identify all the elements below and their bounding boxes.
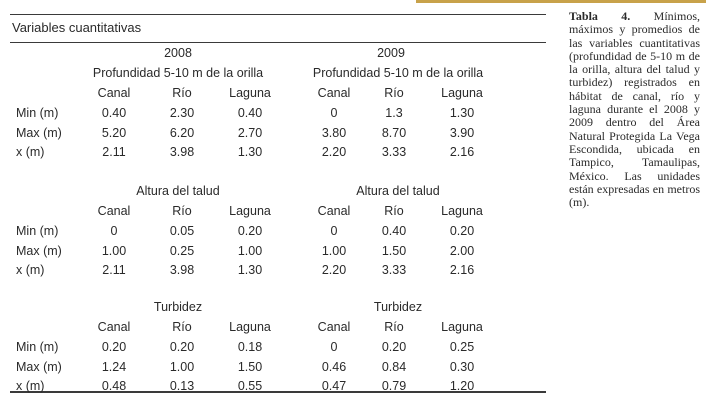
- table-cell: 2.00: [449, 243, 475, 258]
- table-cell: 1.30: [449, 106, 475, 120]
- table-cell: 0.25: [169, 243, 195, 258]
- table-cell: 6.20: [169, 125, 195, 140]
- table-cell: 0.84: [381, 359, 407, 374]
- table-cell: 0.20: [101, 340, 127, 354]
- table-cell: 1.50: [237, 359, 263, 374]
- table-cell: 0.40: [381, 224, 407, 238]
- table-cell: 8.70: [381, 125, 407, 140]
- column-header: Laguna: [229, 86, 271, 100]
- table-cell: 1.30: [237, 145, 263, 159]
- column-header: Canal: [317, 86, 351, 100]
- table-cell: 1.00: [101, 243, 127, 258]
- column-header: Canal: [97, 86, 131, 100]
- section-title: Profundidad 5-10 m de la orilla: [92, 66, 264, 80]
- table-cell: 0.40: [237, 106, 263, 120]
- table-top-rule: [10, 14, 546, 15]
- table-cell: 3.98: [169, 145, 195, 159]
- table-label: Tabla 4.: [569, 9, 631, 23]
- table-cell: 2.11: [102, 145, 126, 159]
- row-label: x (m): [16, 145, 45, 159]
- table-cell: 0.18: [237, 340, 263, 354]
- row-label: Max (m): [16, 359, 62, 374]
- table-cell: 0.79: [381, 379, 407, 393]
- section-title: Altura del talud: [356, 184, 440, 198]
- column-header: Río: [384, 320, 404, 334]
- table-cell: 2.11: [102, 263, 126, 277]
- table-description: Tabla 4. Mínimos, máximos y promedios de…: [569, 9, 700, 210]
- table-cell: 3.33: [381, 263, 407, 277]
- table-caption: Variables cuantitativas: [12, 20, 142, 35]
- column-header: Laguna: [441, 320, 483, 334]
- table-cell: 0.48: [101, 379, 127, 393]
- table-cell: 5.20: [101, 125, 127, 140]
- table-cell: 0.20: [381, 340, 407, 354]
- table-cell: 3.90: [449, 125, 475, 140]
- row-label: Max (m): [16, 125, 62, 140]
- table-cell: 1.20: [449, 379, 475, 393]
- table-cell: 0: [330, 224, 338, 238]
- column-header: Río: [384, 204, 404, 218]
- section-title: Turbidez: [153, 300, 203, 314]
- table-cell: 0.20: [237, 224, 263, 238]
- table-cell: 0.30: [449, 359, 475, 374]
- table-cell: 0.20: [169, 340, 195, 354]
- year-2009: 2009: [377, 46, 405, 60]
- top-accent-bar: [416, 0, 706, 3]
- row-label: Min (m): [16, 224, 59, 238]
- column-header: Río: [384, 86, 404, 100]
- column-header: Río: [172, 204, 192, 218]
- table-cell: 0.40: [101, 106, 127, 120]
- table-cell: 0: [330, 340, 338, 354]
- table-cell: 0.25: [449, 340, 475, 354]
- table-cell: 0.20: [449, 224, 475, 238]
- row-label: Max (m): [16, 243, 62, 258]
- table-cell: 2.20: [321, 263, 347, 277]
- data-table: Variables cuantitativas 2008 2009 Profun…: [10, 14, 556, 396]
- column-header: Laguna: [441, 86, 483, 100]
- table-cell: 2.70: [237, 125, 263, 140]
- table-cell: 1.00: [321, 243, 347, 258]
- table-cell: 0: [110, 224, 118, 238]
- table-cell: 3.80: [321, 125, 347, 140]
- column-header: Canal: [317, 320, 351, 334]
- table-cell: 2.16: [449, 145, 475, 159]
- table-cell: 3.98: [169, 263, 195, 277]
- table-cell: 1.30: [237, 263, 263, 277]
- table-cell: 2.30: [169, 106, 195, 120]
- table-cell: 1.50: [381, 243, 407, 258]
- column-header: Río: [172, 86, 192, 100]
- table-cell: 1.3: [385, 106, 403, 120]
- column-header: Laguna: [229, 204, 271, 218]
- table-cell: 1.00: [169, 359, 195, 374]
- table-cell: 1.24: [101, 359, 127, 374]
- row-label: Min (m): [16, 340, 59, 354]
- table-cell: 0: [330, 106, 338, 120]
- row-label: x (m): [16, 263, 45, 277]
- table-cell: 0.47: [321, 379, 347, 393]
- table-cell: 0.05: [169, 224, 195, 238]
- table-cell: 3.33: [381, 145, 407, 159]
- table-bottom-rule: [10, 391, 546, 393]
- column-header: Canal: [97, 204, 131, 218]
- column-header: Laguna: [441, 204, 483, 218]
- column-header: Río: [172, 320, 192, 334]
- table-cell: 0.13: [169, 379, 195, 393]
- table-cell: 0.46: [321, 359, 347, 374]
- column-header: Canal: [317, 204, 351, 218]
- table-cell: 2.20: [321, 145, 347, 159]
- section-title: Profundidad 5-10 m de la orilla: [312, 66, 484, 80]
- table-cell: 1.00: [237, 243, 263, 258]
- table-header-rule: [10, 42, 546, 43]
- year-2008: 2008: [164, 46, 192, 60]
- row-label: x (m): [16, 379, 45, 393]
- table-description-text: Mínimos, máximos y promedios de las vari…: [569, 9, 700, 210]
- row-label: Min (m): [16, 106, 59, 120]
- column-header: Canal: [97, 320, 131, 334]
- section-title: Turbidez: [373, 300, 423, 314]
- section-title: Altura del talud: [136, 184, 220, 198]
- column-header: Laguna: [229, 320, 271, 334]
- table-cell: 0.55: [237, 379, 263, 393]
- table-cell: 2.16: [449, 263, 475, 277]
